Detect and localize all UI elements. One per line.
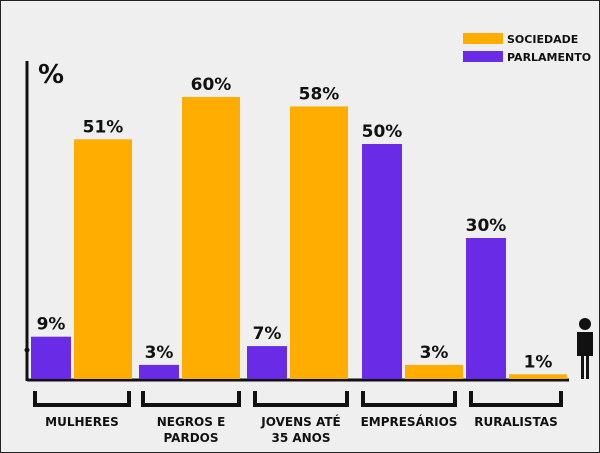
data-label-sociedade-ruralistas: 1% xyxy=(524,352,553,372)
axis-dot xyxy=(24,347,30,353)
data-label-sociedade-mulheres: 51% xyxy=(83,117,124,137)
data-label-sociedade-jovens-ate-35-anos: 58% xyxy=(299,84,340,104)
bracket-negros-e-pardos xyxy=(141,391,241,407)
data-label-sociedade-empresarios: 3% xyxy=(420,343,449,363)
data-label-parlamento-empresarios: 50% xyxy=(362,122,403,142)
bar-parlamento-ruralistas xyxy=(466,238,506,379)
data-label-parlamento-mulheres: 9% xyxy=(37,315,66,335)
bar-sociedade-ruralistas xyxy=(509,374,567,379)
y-axis-label: % xyxy=(38,60,64,90)
bar-sociedade-empresarios xyxy=(405,364,463,379)
category-label-line: PARDOS xyxy=(163,431,218,445)
legend-label-sociedade: SOCIEDADE xyxy=(507,33,578,46)
legend-label-parlamento: PARLAMENTO xyxy=(507,51,591,64)
category-label-negros-e-pardos: NEGROS E PARDOS xyxy=(157,415,226,445)
bar-sociedade-negros-e-pardos xyxy=(182,97,240,379)
bar-parlamento-negros-e-pardos xyxy=(139,364,179,379)
bar-parlamento-jovens-ate-35-anos xyxy=(247,346,287,379)
category-label-line: MULHERES xyxy=(45,415,119,429)
person-icon xyxy=(577,318,593,379)
category-label-line: JOVENS ATÉ xyxy=(260,414,340,429)
data-label-parlamento-negros-e-pardos: 3% xyxy=(145,343,174,363)
legend-swatch-parlamento xyxy=(463,51,503,62)
bar-sociedade-jovens-ate-35-anos xyxy=(290,106,348,380)
data-label-parlamento-jovens-ate-35-anos: 7% xyxy=(253,324,282,344)
data-label-parlamento-ruralistas: 30% xyxy=(466,216,507,236)
bracket-jovens-ate-35-anos xyxy=(253,391,349,407)
data-label-sociedade-negros-e-pardos: 60% xyxy=(191,75,232,95)
bar-parlamento-empresarios xyxy=(362,144,402,379)
bar-parlamento-mulheres xyxy=(31,336,71,379)
category-label-mulheres: MULHERES xyxy=(45,415,119,429)
bracket-empresarios xyxy=(361,391,457,407)
category-label-line: RURALISTAS xyxy=(474,415,557,429)
legend-swatch-sociedade xyxy=(463,33,503,44)
category-label-ruralistas: RURALISTAS xyxy=(474,415,557,429)
category-label-jovens-ate-35-anos: JOVENS ATÉ 35 ANOS xyxy=(260,414,340,445)
category-label-empresarios: EMPRESÁRIOS xyxy=(361,414,458,429)
category-label-line: 35 ANOS xyxy=(271,431,330,445)
bracket-mulheres xyxy=(33,391,131,407)
bar-sociedade-mulheres xyxy=(74,139,132,379)
category-label-line: NEGROS E xyxy=(157,415,226,429)
bracket-ruralistas xyxy=(469,391,563,407)
category-label-line: EMPRESÁRIOS xyxy=(361,414,458,429)
